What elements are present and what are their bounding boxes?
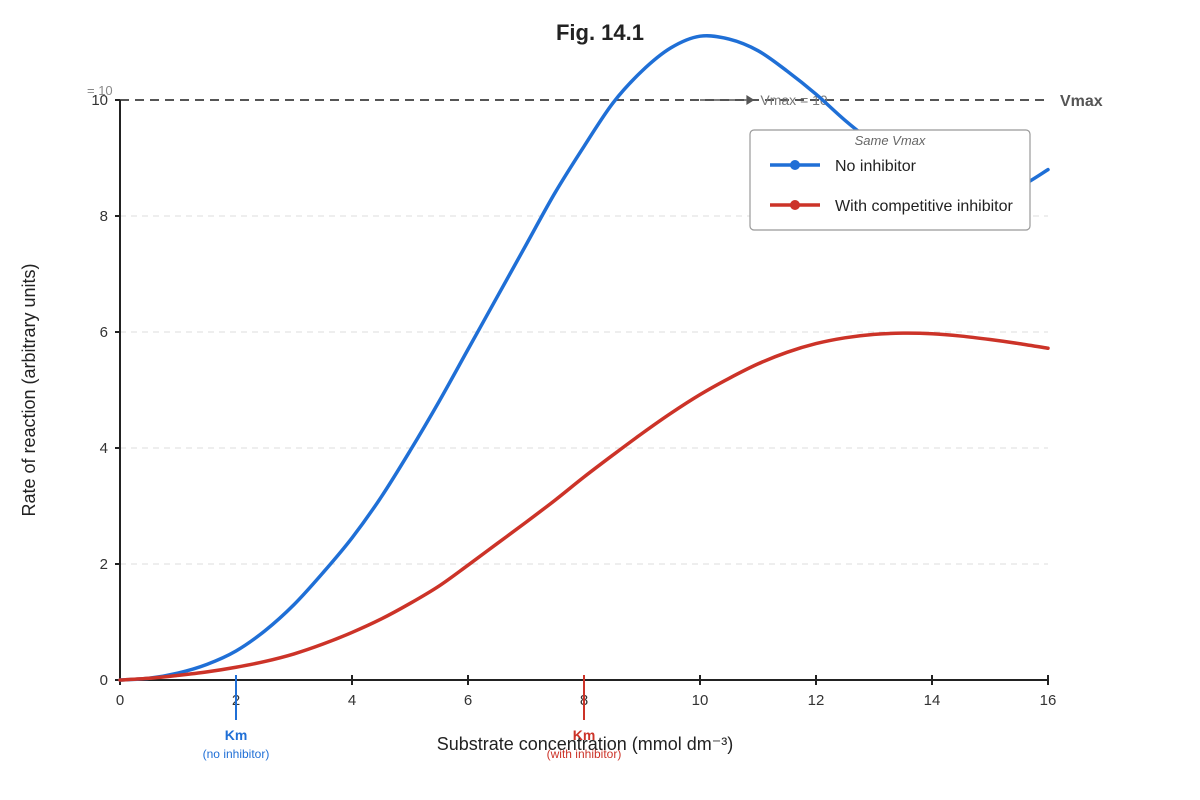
x-tick-label: 14 [924,692,941,709]
y-tick-label: 10 [91,92,108,109]
y-tick-label: 6 [100,324,108,341]
series-line-2 [118,331,1050,682]
x-axis-label: Substrate concentration (mmol dm⁻³) [437,734,734,754]
y-axis-label: Rate of reaction (arbitrary units) [19,263,39,516]
legend-title: Same Vmax [855,133,926,148]
x-tick-label: 4 [348,692,356,709]
legend-label-2: With competitive inhibitor [835,198,1014,215]
x-tick-label: 0 [116,692,124,709]
vmax-arrow-label: Vmax = 10 [760,92,828,108]
y-tick-label: 2 [100,556,108,573]
y-tick-label: 4 [100,440,108,457]
vmax-reference-layer: Vmax = 10 Vmax = 10 [87,83,1103,110]
chart-title: Fig. 14.1 [556,20,644,45]
km-marker-label-2: Km [573,727,596,743]
legend-swatch-dot-1 [790,160,800,170]
y-tick-label: 8 [100,208,108,225]
km-marker-label-1: Km [225,727,248,743]
x-tick-label: 12 [808,692,825,709]
legend: Same Vmax No inhibitor With competitive in… [749,129,1031,231]
x-tick-label: 16 [1040,692,1057,709]
km-marker-sublabel-1: (no inhibitor) [203,747,270,761]
legend-label-1: No inhibitor [835,158,917,175]
x-tick-label: 10 [692,692,709,709]
legend-swatch-dot-2 [790,200,800,210]
vmax-left-label: = 10 [87,83,113,98]
x-tick-label: 6 [464,692,472,709]
vmax-arrow-head [746,95,755,105]
km-marker-layer: Km (no inhibitor) Km (with inhibitor) [203,675,622,761]
y-tick-label: 0 [100,672,108,689]
vmax-label: Vmax [1060,93,1103,110]
km-marker-sublabel-2: (with inhibitor) [547,747,622,761]
grid-layer [120,215,1048,565]
